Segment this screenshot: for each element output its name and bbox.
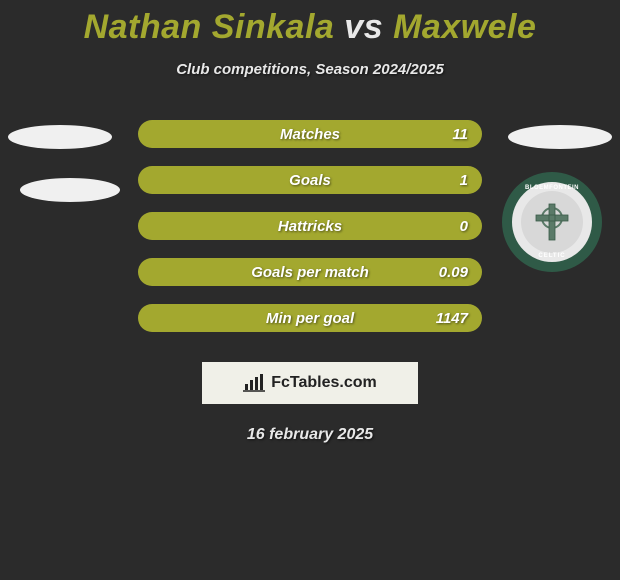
date-label: 16 february 2025 bbox=[0, 426, 620, 444]
stat-value: 1147 bbox=[436, 310, 468, 327]
subtitle: Club competitions, Season 2024/2025 bbox=[0, 61, 620, 78]
comparison-title: Nathan Sinkala vs Maxwele bbox=[0, 0, 620, 47]
vs-separator: vs bbox=[344, 8, 383, 46]
stat-label: Min per goal bbox=[266, 310, 354, 327]
player2-avatar-placeholder bbox=[508, 125, 612, 149]
bar-chart-icon bbox=[243, 374, 265, 392]
stat-label: Goals per match bbox=[251, 264, 369, 281]
stat-row: Goals per match 0.09 bbox=[138, 258, 482, 286]
player2-name: Maxwele bbox=[393, 8, 536, 46]
player1-club-placeholder bbox=[20, 178, 120, 202]
badge-inner-graphic bbox=[521, 191, 583, 253]
stat-row: Goals 1 bbox=[138, 166, 482, 194]
brand-attribution[interactable]: FcTables.com bbox=[202, 362, 418, 404]
stat-value: 0.09 bbox=[439, 264, 468, 281]
stat-row: Hattricks 0 bbox=[138, 212, 482, 240]
stat-label: Matches bbox=[280, 126, 340, 143]
stat-value: 1 bbox=[460, 172, 468, 189]
player2-club-badge: BLOEMFONTEIN CELTIC bbox=[502, 172, 602, 272]
celtic-cross-icon bbox=[530, 200, 574, 244]
stat-label: Goals bbox=[289, 172, 331, 189]
stat-row: Min per goal 1147 bbox=[138, 304, 482, 332]
stat-label: Hattricks bbox=[278, 218, 342, 235]
stat-value: 11 bbox=[452, 126, 468, 143]
player1-name: Nathan Sinkala bbox=[84, 8, 335, 46]
stat-value: 0 bbox=[460, 218, 468, 235]
brand-text: FcTables.com bbox=[271, 374, 377, 392]
badge-text-bottom: CELTIC bbox=[512, 253, 592, 259]
player1-avatar-placeholder bbox=[8, 125, 112, 149]
stat-row: Matches 11 bbox=[138, 120, 482, 148]
badge-text-top: BLOEMFONTEIN bbox=[512, 185, 592, 191]
